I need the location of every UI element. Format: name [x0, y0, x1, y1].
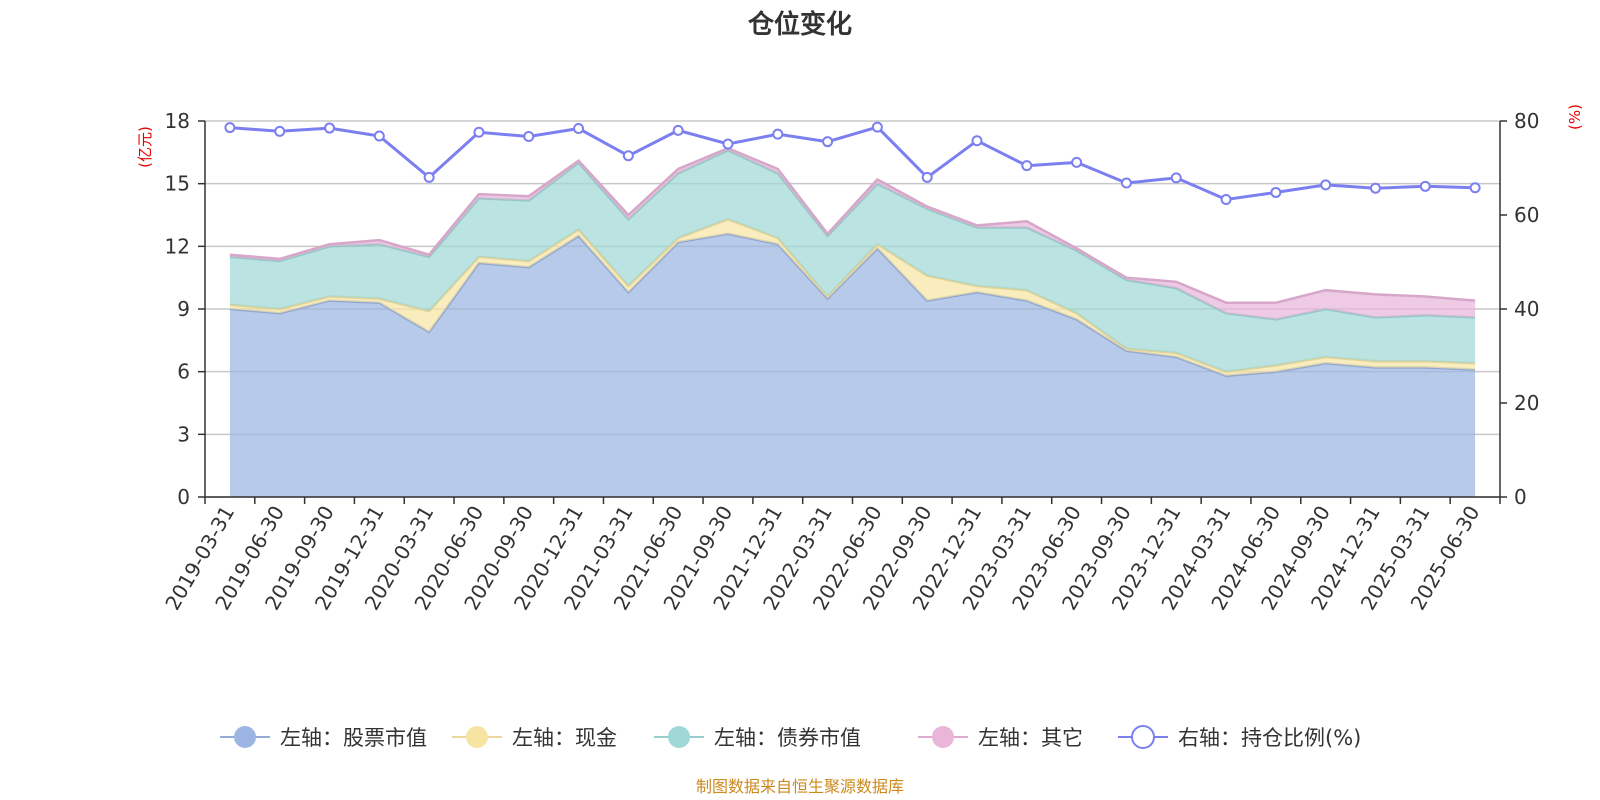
left-tick-label: 9	[177, 297, 190, 321]
ratio-point	[473, 126, 485, 138]
legend-label: 左轴：股票市值	[280, 726, 427, 750]
legend-item[interactable]: 左轴：债券市值	[654, 726, 861, 750]
right-tick-label: 0	[1514, 485, 1527, 509]
stacked-areas	[229, 146, 1476, 498]
ratio-point	[1120, 177, 1132, 189]
legend-marker	[466, 726, 488, 748]
area-series-4	[229, 148, 1476, 320]
ratio-point	[324, 122, 336, 134]
area-series-3-edge	[229, 148, 1476, 321]
ratio-point	[1071, 156, 1083, 168]
right-axis-unit: (%)	[1566, 104, 1584, 130]
area-series-4-edge	[229, 146, 1476, 304]
ratio-point	[1270, 186, 1282, 198]
legend-marker	[234, 726, 256, 748]
ratio-point	[224, 122, 236, 134]
legend-marker	[932, 726, 954, 748]
legend-item[interactable]: 左轴：现金	[452, 726, 617, 750]
left-tick-label: 12	[165, 234, 190, 258]
ratio-point	[573, 123, 585, 135]
legend-label: 右轴：持仓比例(%)	[1178, 726, 1361, 750]
ratio-point	[274, 125, 286, 137]
left-tick-label: 3	[177, 422, 190, 446]
ratio-point	[672, 124, 684, 136]
left-tick-label: 0	[177, 485, 190, 509]
chart-title: 仓位变化	[747, 9, 852, 40]
legend-marker	[668, 726, 690, 748]
area-series-3	[229, 150, 1476, 372]
data-source-note: 制图数据来自恒生聚源数据库	[696, 777, 904, 796]
legend-item[interactable]: 左轴：股票市值	[220, 726, 427, 750]
ratio-point	[1220, 193, 1232, 205]
right-tick-label: 40	[1514, 297, 1539, 321]
ratio-line	[224, 121, 1481, 205]
legend-label: 左轴：债券市值	[714, 726, 861, 750]
ratio-point	[871, 121, 883, 133]
legend: 左轴：股票市值 左轴：现金 左轴：债券市值 左轴：其它 右轴：持仓比例(%)	[220, 725, 1361, 750]
right-tick-label: 60	[1514, 203, 1539, 227]
ratio-point	[373, 130, 385, 142]
ratio-point	[622, 150, 634, 162]
ratio-point	[1369, 182, 1381, 194]
ratio-point	[1419, 180, 1431, 192]
area-series-2	[229, 219, 1476, 376]
legend-item[interactable]: 右轴：持仓比例(%)	[1118, 725, 1361, 750]
ratio-point	[822, 136, 834, 148]
left-tick-label: 18	[165, 109, 190, 133]
area-series-1	[229, 233, 1476, 498]
ratio-point	[921, 171, 933, 183]
legend-label: 左轴：现金	[512, 726, 617, 750]
ratio-point	[1021, 160, 1033, 172]
right-tick-label: 20	[1514, 391, 1539, 415]
left-tick-label: 6	[177, 360, 190, 384]
right-tick-label: 80	[1514, 109, 1539, 133]
ratio-point	[1320, 179, 1332, 191]
legend-marker	[1131, 725, 1155, 749]
left-tick-label: 15	[165, 172, 190, 196]
ratio-point	[423, 171, 435, 183]
ratio-line-path	[229, 125, 1476, 202]
legend-item[interactable]: 左轴：其它	[918, 726, 1083, 750]
ratio-point	[971, 135, 983, 147]
ratio-point	[1170, 172, 1182, 184]
legend-label: 左轴：其它	[978, 726, 1083, 750]
left-axis-unit: (亿元)	[136, 126, 154, 168]
ratio-point	[772, 128, 784, 140]
ratio-point	[523, 131, 535, 143]
ratio-point	[1469, 182, 1481, 194]
ratio-point	[722, 138, 734, 150]
